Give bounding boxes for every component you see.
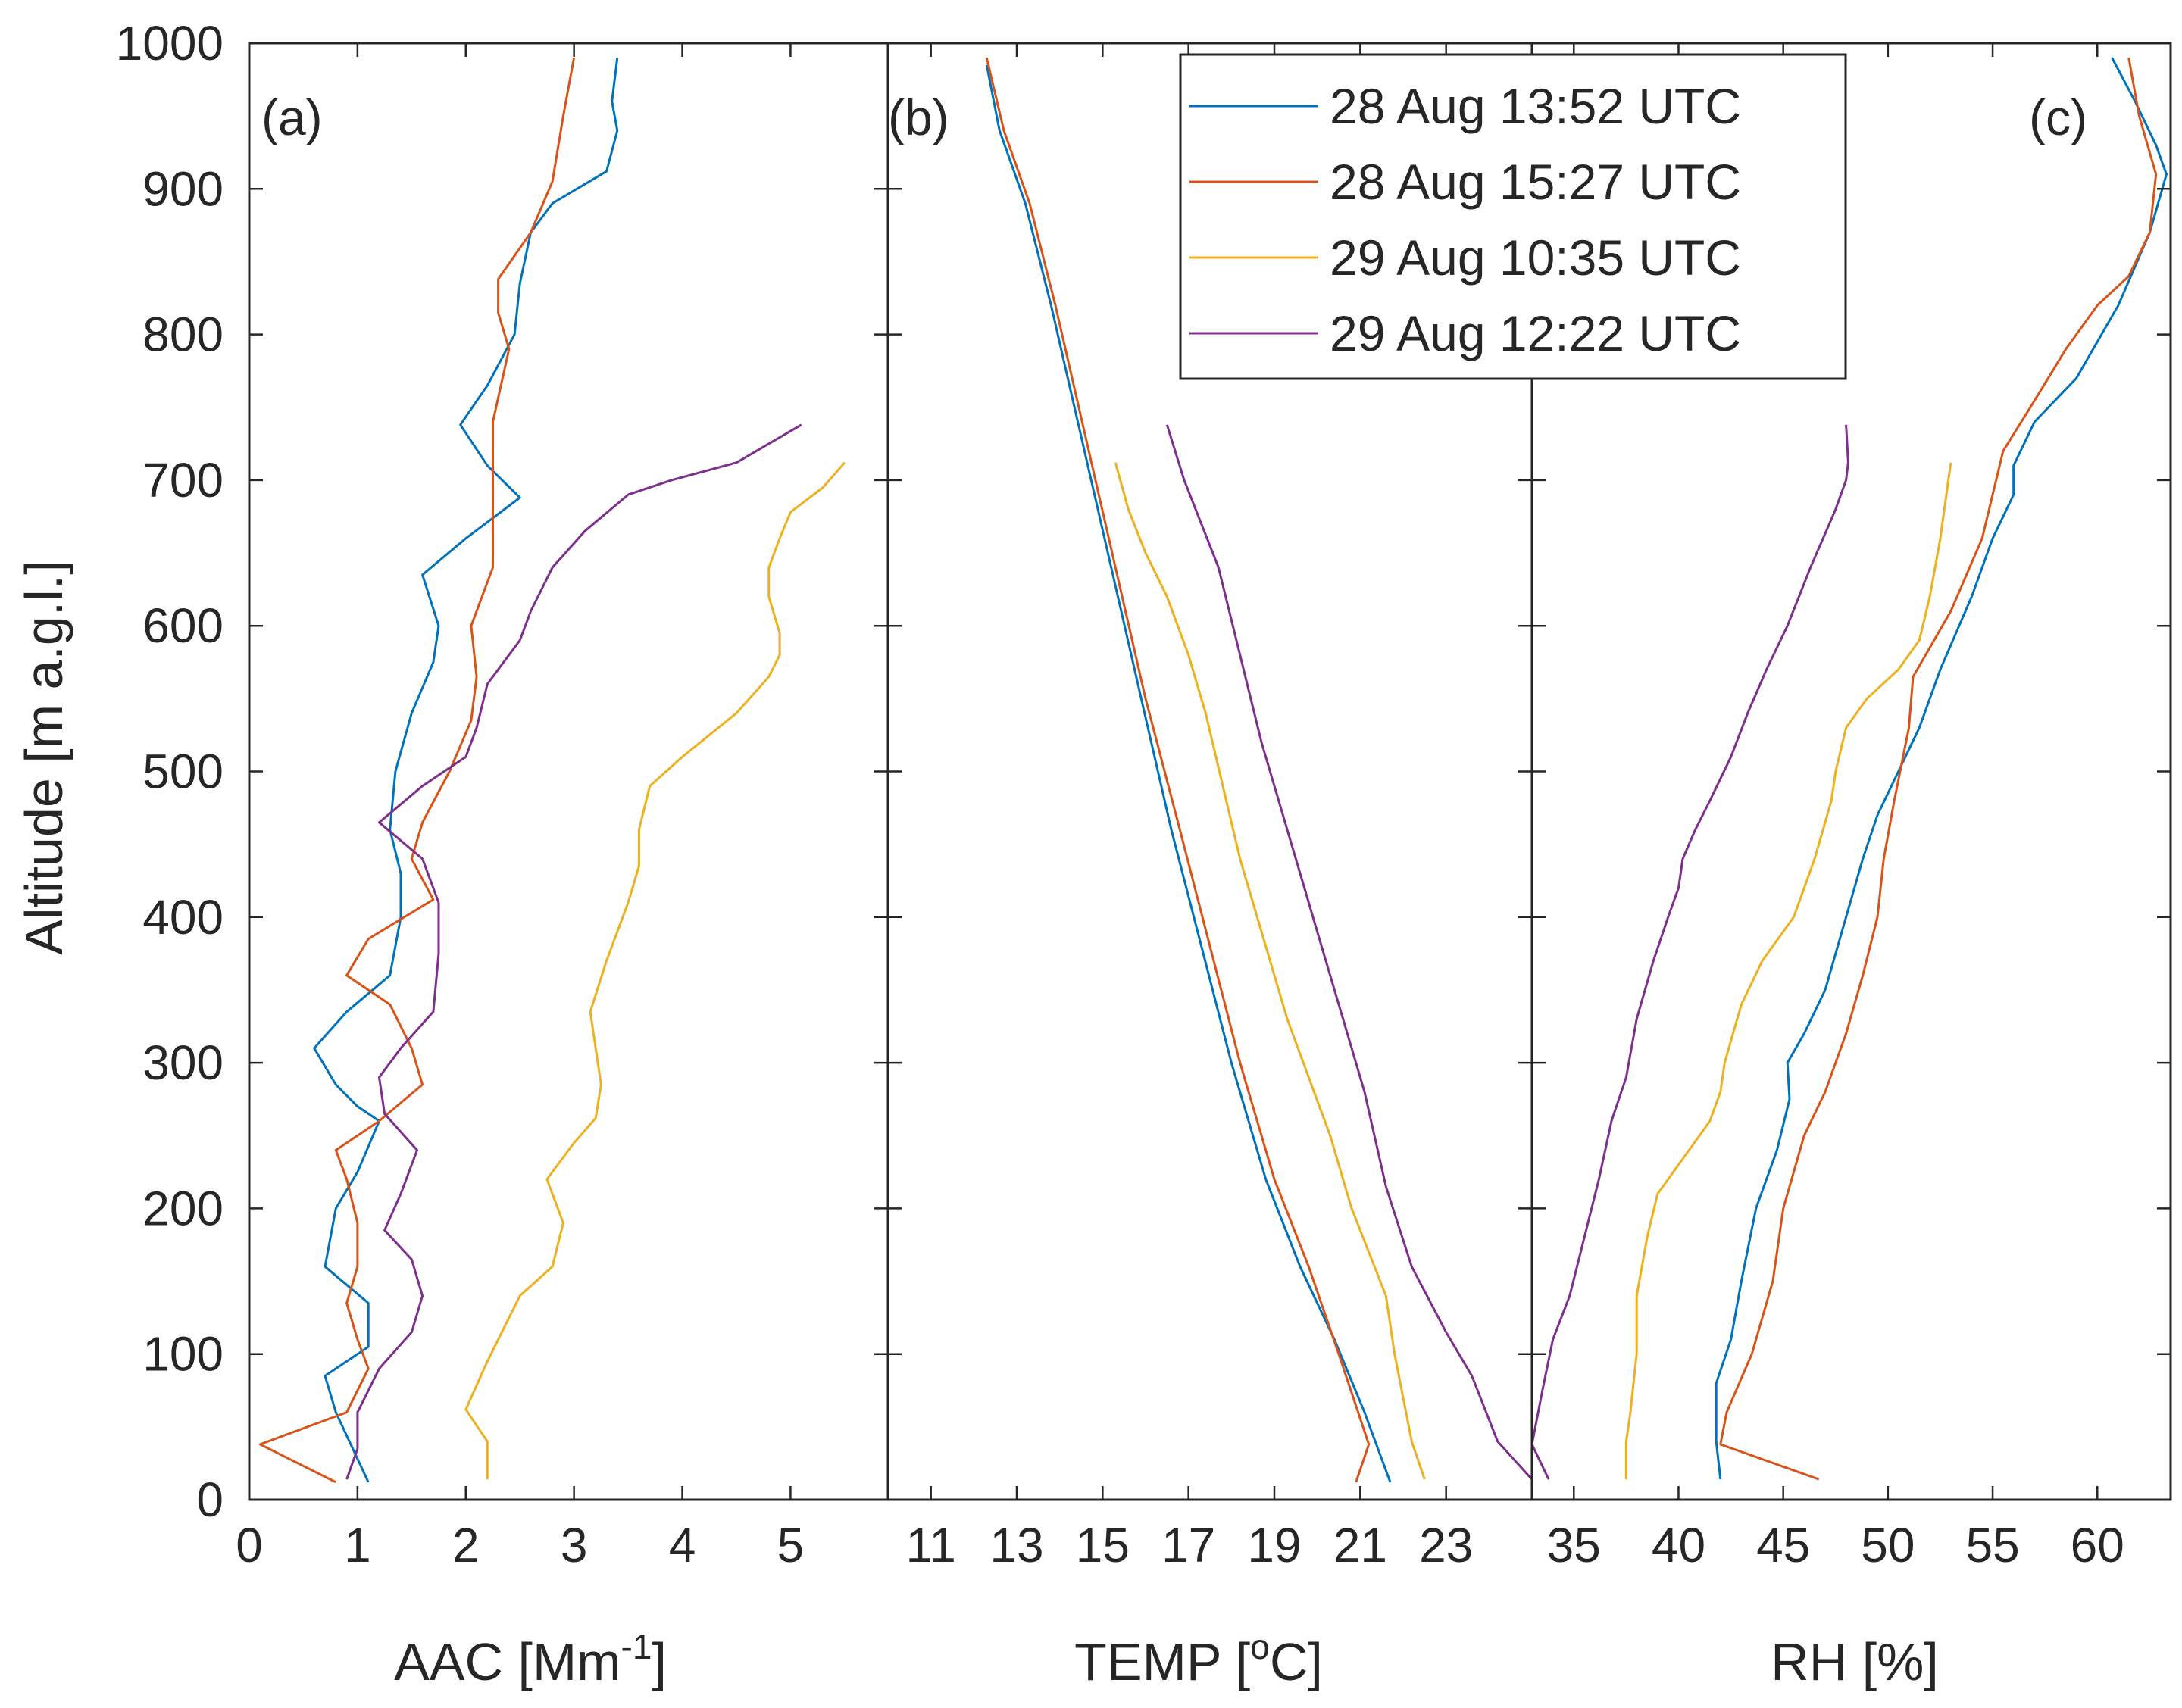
y-tick-label: 900 <box>142 161 224 216</box>
panel-a-x-tick-label: 5 <box>777 1518 805 1572</box>
panel-c-series-3-line <box>1624 462 1952 1480</box>
panel-a-series-layer <box>258 57 846 1484</box>
panel-a-x-tick-label: 3 <box>561 1518 588 1572</box>
panel-c-x-axis-label: RH [%] <box>1771 1632 1939 1691</box>
panel-c-frame-layer: 35 40 45 50 55 60 <box>1530 42 2172 1572</box>
panel-b-x-axis-label: TEMP [oC] <box>1074 1627 1323 1691</box>
panel-b-label: (b) <box>888 89 949 145</box>
legend: 28 Aug 13:52 UTC 28 Aug 15:27 UTC 29 Aug… <box>1179 53 1847 380</box>
panel-a-series-1-line <box>313 58 619 1483</box>
panel-c-series-1-line <box>1715 57 2168 1480</box>
panel-c-x-tick-label: 60 <box>2071 1518 2124 1572</box>
legend-entry: 29 Aug 12:22 UTC <box>1189 305 1741 361</box>
panel-b-x-tick-label: 21 <box>1333 1518 1387 1572</box>
y-tick-label: 800 <box>142 308 224 362</box>
y-axis-label: Altitude [m a.g.l.] <box>14 560 73 954</box>
panel-b-x-tick-label: 15 <box>1076 1518 1130 1572</box>
panel-c-x-tick-label: 45 <box>1756 1518 1810 1572</box>
panel-c-series-layer <box>1530 57 2168 1481</box>
panel-b-x-label-sup: o <box>1250 1627 1270 1666</box>
legend-label: 29 Aug 12:22 UTC <box>1330 305 1741 361</box>
panel-b-series-3-line <box>1114 462 1426 1480</box>
y-tick-labels: 0 100 200 300 400 500 600 700 800 900 1000 <box>116 16 224 1527</box>
panel-c-x-tick-label: 35 <box>1547 1518 1601 1572</box>
legend-entry: 28 Aug 15:27 UTC <box>1189 154 1741 210</box>
y-tick-label: 400 <box>142 890 224 945</box>
panel-a-series-3-line <box>464 461 846 1480</box>
panel-c-label: (c) <box>2029 89 2087 145</box>
panel-c-series-2-line <box>1719 57 2158 1481</box>
panel-b-x-tick-label: 23 <box>1419 1518 1473 1572</box>
panel-a-x-tick-label: 0 <box>236 1518 263 1572</box>
panel-a-x-tick-label: 2 <box>452 1518 480 1572</box>
y-tick-label: 100 <box>142 1327 224 1382</box>
panel-b-series-1-line <box>985 64 1392 1483</box>
legend-label: 28 Aug 15:27 UTC <box>1330 154 1741 210</box>
panel-b-x-label-main: TEMP [ <box>1074 1632 1250 1691</box>
panel-c-series-4-line <box>1530 424 1849 1480</box>
y-tick-label: 1000 <box>116 16 224 70</box>
legend-entry: 28 Aug 13:52 UTC <box>1189 78 1741 134</box>
panel-a-series-2-line <box>258 57 576 1484</box>
panel-a-x-tick-label: 1 <box>344 1518 371 1572</box>
panel-b: 11 13 15 17 19 21 23 (b) TEMP [oC] <box>886 42 1533 1691</box>
panel-b-series-2-line <box>985 57 1371 1483</box>
panel-b-x-tick-label: 19 <box>1247 1518 1301 1572</box>
y-tick-label: 300 <box>142 1035 224 1090</box>
legend-label: 29 Aug 10:35 UTC <box>1330 230 1741 286</box>
panel-c-x-tick-label: 55 <box>1965 1518 2019 1572</box>
panel-c-x-tick-label: 50 <box>1861 1518 1915 1572</box>
legend-box <box>1179 53 1847 380</box>
y-tick-label: 200 <box>142 1181 224 1235</box>
panel-a-x-label-tail: ] <box>652 1632 666 1691</box>
panel-a-x-label-sup: -1 <box>621 1627 652 1666</box>
legend-entry: 29 Aug 10:35 UTC <box>1189 230 1741 286</box>
y-tick-label: 700 <box>142 453 224 507</box>
y-tick-label: 500 <box>142 745 224 799</box>
panel-a-series-4-line <box>345 423 802 1480</box>
panel-c: 35 40 45 50 55 60 (c) RH [%] <box>1530 42 2172 1691</box>
panel-a-x-label-main: AAC [Mm <box>394 1632 621 1691</box>
panel-a-label: (a) <box>261 89 323 145</box>
panel-b-x-tick-label: 11 <box>905 1518 955 1572</box>
panel-b-series-layer <box>985 57 1533 1483</box>
panel-a-x-axis-label: AAC [Mm-1] <box>394 1627 667 1691</box>
panel-a-x-tick-label: 4 <box>669 1518 696 1572</box>
panel-b-x-tick-label: 17 <box>1161 1518 1215 1572</box>
y-tick-label: 600 <box>142 598 224 653</box>
y-tick-label: 0 <box>196 1472 224 1527</box>
panel-c-x-label-main: RH [%] <box>1771 1632 1939 1691</box>
panel-b-x-label-tail: C] <box>1270 1632 1323 1691</box>
legend-label: 28 Aug 13:52 UTC <box>1330 78 1741 134</box>
panel-c-x-tick-label: 40 <box>1652 1518 1705 1572</box>
panel-b-series-4-line <box>1165 424 1533 1481</box>
panel-b-x-tick-label: 13 <box>989 1518 1043 1572</box>
